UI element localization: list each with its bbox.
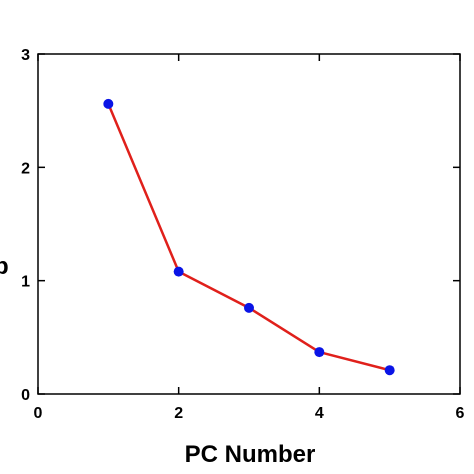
y-tick-label: 3 [21,47,30,64]
plot-frame [37,53,461,395]
y-tick-label: 1 [21,274,30,291]
data-point [314,347,325,358]
y-tick-label: 0 [21,387,30,404]
y-tick-label: 2 [21,160,30,177]
plot-area: 0 2 4 6 0 1 2 3 [21,47,464,422]
data-point [173,266,184,277]
x-tick-label: 4 [315,405,324,422]
x-axis-title: PC Number [185,441,316,468]
x-tick-label: 2 [174,405,183,422]
data-point [384,365,395,376]
x-tick-label: 0 [34,405,43,422]
data-point [103,98,114,109]
x-tick-label: 6 [456,405,465,422]
data-point [244,302,254,313]
y-axis-title-partial: p [0,253,9,280]
